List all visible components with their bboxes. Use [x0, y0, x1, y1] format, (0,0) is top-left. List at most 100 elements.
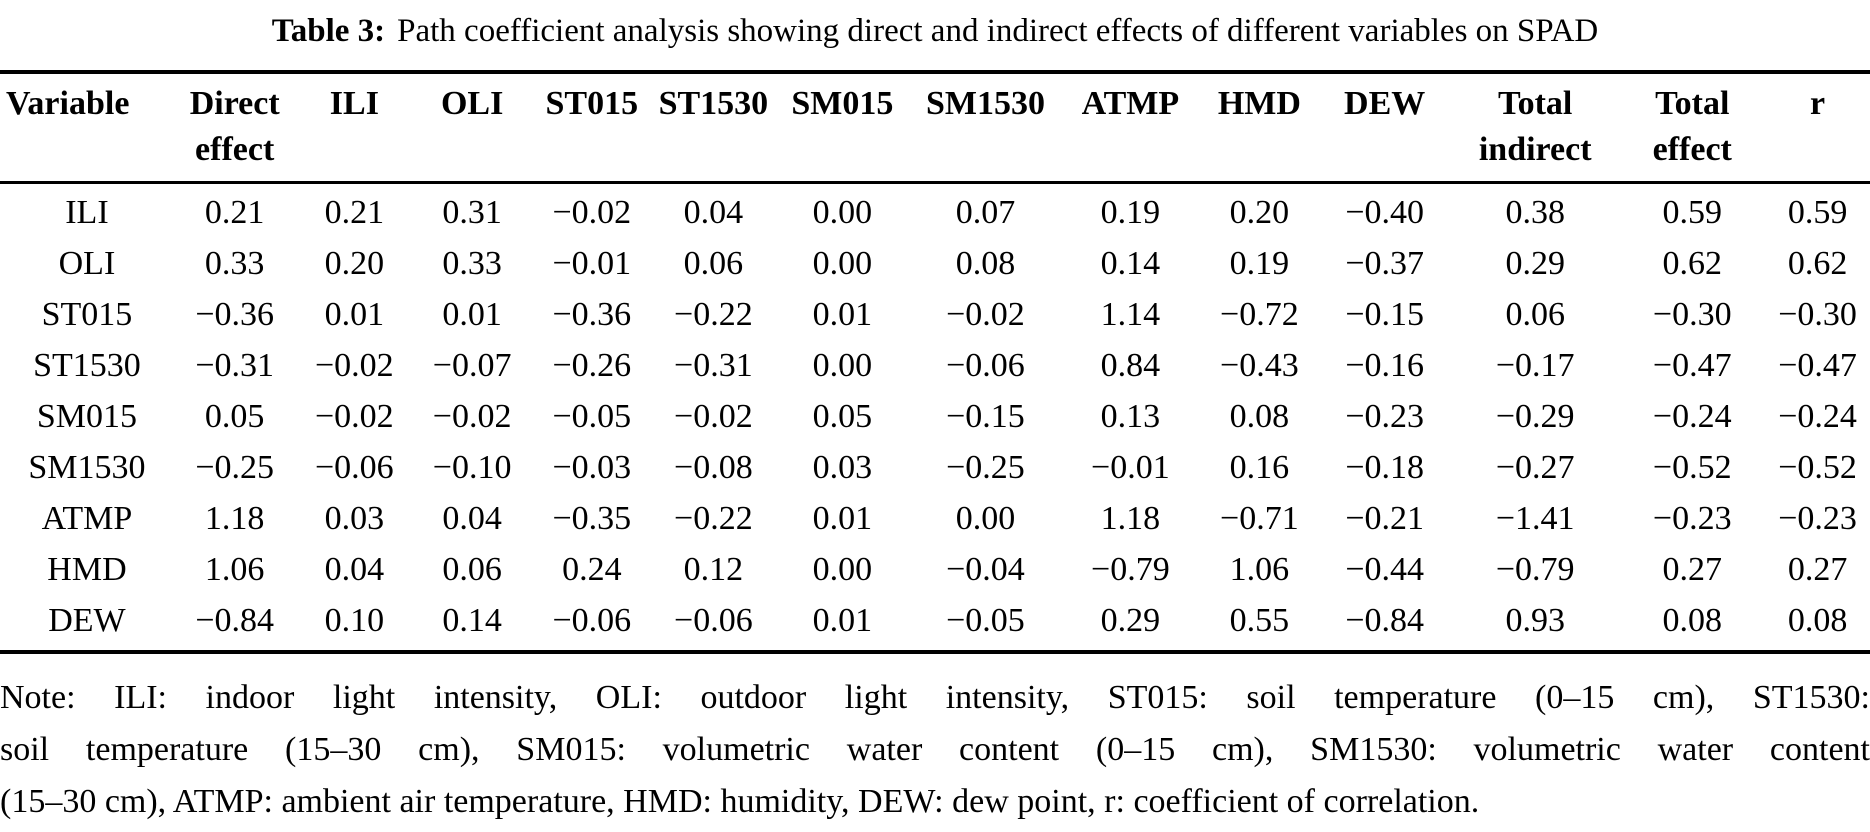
table-caption-label: Table 3:: [271, 13, 386, 49]
cell-total-indirect: −0.29: [1495, 398, 1575, 435]
col-header-sm015: SM015: [774, 72, 911, 184]
cell-dew: −0.40: [1345, 194, 1424, 231]
cell-r: −0.24: [1778, 398, 1857, 435]
cell-st015: −0.05: [552, 398, 632, 435]
col-header-oli: OLI: [413, 72, 532, 184]
cell-total-effect: −0.30: [1652, 296, 1732, 333]
cell-direct-effect: −0.25: [195, 449, 275, 486]
cell-sm1530: −0.25: [946, 449, 1025, 486]
table-row: ATMP 1.18 0.03 0.04 −0.35 −0.22 0.01 0.00 1.18 −0…: [0, 493, 1870, 544]
cell-total-indirect: 0.06: [1505, 296, 1565, 333]
cell-total-effect: 0.59: [1662, 194, 1723, 231]
col-header-ili: ILI: [295, 72, 414, 184]
col-header-total-indirect: Total indirect: [1451, 72, 1620, 184]
cell-ili: −0.02: [315, 347, 394, 384]
cell-sm015: 0.05: [812, 398, 873, 435]
row-label: ST015: [41, 296, 133, 333]
cell-atmp: 1.14: [1100, 296, 1161, 333]
col-header-sm1530: SM1530: [910, 72, 1061, 184]
cell-total-indirect: −0.79: [1495, 551, 1575, 588]
cell-hmd: 0.20: [1229, 194, 1290, 231]
cell-dew: −0.18: [1345, 449, 1424, 486]
cell-ili: 0.21: [324, 194, 385, 231]
note-line-1: Note: ILI: indoor light intensity, OLI: …: [0, 679, 1870, 716]
row-label: ILI: [65, 194, 109, 231]
note-line-2: soil temperature (15–30 cm), SM015: volu…: [0, 731, 1870, 768]
cell-hmd: 0.55: [1229, 602, 1290, 639]
cell-st015: −0.02: [552, 194, 632, 231]
cell-hmd: 0.19: [1229, 245, 1290, 282]
col-header-direct-effect: Direct effect: [173, 72, 296, 184]
cell-st015: −0.06: [552, 602, 632, 639]
cell-direct-effect: 1.18: [204, 500, 265, 537]
table-note: Note: ILI: indoor light intensity, OLI: …: [0, 672, 1870, 828]
table-row: ST015 −0.36 0.01 0.01 −0.36 −0.22 0.01 −0.02 1.1…: [0, 289, 1870, 340]
cell-oli: −0.07: [432, 347, 512, 384]
cell-total-effect: −0.47: [1652, 347, 1732, 384]
cell-r: −0.47: [1778, 347, 1857, 384]
cell-total-indirect: 0.38: [1505, 194, 1565, 231]
cell-total-indirect: −0.17: [1495, 347, 1575, 384]
cell-dew: −0.15: [1345, 296, 1424, 333]
table-caption-text: Path coefficient analysis showing direct…: [397, 13, 1599, 49]
cell-st015: −0.26: [552, 347, 632, 384]
cell-dew: −0.37: [1345, 245, 1424, 282]
cell-r: −0.30: [1778, 296, 1857, 333]
cell-total-effect: −0.24: [1652, 398, 1732, 435]
cell-st1530: −0.31: [674, 347, 753, 384]
cell-dew: −0.23: [1345, 398, 1424, 435]
cell-oli: 0.04: [442, 500, 502, 537]
cell-sm015: 0.00: [812, 194, 873, 231]
cell-sm015: 0.03: [812, 449, 873, 486]
cell-r: 0.27: [1787, 551, 1848, 588]
col-header-st015: ST015: [531, 72, 653, 184]
row-label: DEW: [48, 602, 126, 639]
cell-st1530: −0.08: [674, 449, 753, 486]
cell-hmd: −0.72: [1220, 296, 1299, 333]
cell-direct-effect: 1.06: [204, 551, 265, 588]
cell-hmd: 0.16: [1229, 449, 1290, 486]
cell-atmp: 0.84: [1100, 347, 1161, 384]
cell-sm1530: −0.15: [946, 398, 1025, 435]
cell-direct-effect: −0.31: [195, 347, 275, 384]
cell-total-indirect: 0.93: [1505, 602, 1565, 639]
cell-st015: −0.01: [552, 245, 632, 282]
cell-st1530: −0.22: [674, 296, 753, 333]
cell-atmp: 0.14: [1100, 245, 1161, 282]
row-label: ST1530: [33, 347, 141, 384]
cell-oli: 0.06: [442, 551, 502, 588]
cell-st1530: 0.06: [683, 245, 744, 282]
cell-direct-effect: −0.84: [195, 602, 275, 639]
cell-st015: −0.35: [552, 500, 632, 537]
cell-ili: −0.02: [315, 398, 394, 435]
col-header-st1530: ST1530: [652, 72, 775, 184]
table-header-row: Variable Direct effect ILI OLI ST015 ST1530 SM…: [0, 72, 1870, 184]
cell-hmd: −0.43: [1220, 347, 1299, 384]
cell-sm015: 0.01: [812, 602, 873, 639]
table-row: HMD 1.06 0.04 0.06 0.24 0.12 0.00 −0.04 −0.79 1.0…: [0, 544, 1870, 595]
cell-st1530: 0.04: [683, 194, 744, 231]
cell-st015: 0.24: [562, 551, 622, 588]
cell-atmp: 0.29: [1100, 602, 1161, 639]
cell-sm1530: −0.04: [946, 551, 1025, 588]
cell-sm1530: −0.02: [946, 296, 1025, 333]
cell-oli: −0.10: [432, 449, 512, 486]
cell-sm015: 0.00: [812, 551, 873, 588]
cell-st015: −0.03: [552, 449, 632, 486]
cell-ili: 0.10: [324, 602, 385, 639]
cell-ili: 0.03: [324, 500, 385, 537]
cell-r: 0.59: [1787, 194, 1848, 231]
cell-dew: −0.44: [1345, 551, 1424, 588]
cell-st1530: −0.06: [674, 602, 753, 639]
col-header-variable: Variable: [0, 72, 174, 184]
row-label: OLI: [58, 245, 116, 282]
cell-sm015: 0.00: [812, 347, 873, 384]
cell-oli: 0.31: [442, 194, 502, 231]
col-header-hmd: HMD: [1200, 72, 1319, 184]
table-row: ILI 0.21 0.21 0.31 −0.02 0.04 0.00 0.07 0.19 0.20…: [0, 183, 1870, 239]
cell-total-effect: 0.62: [1662, 245, 1723, 282]
cell-r: 0.62: [1787, 245, 1848, 282]
cell-r: 0.08: [1787, 602, 1848, 639]
cell-hmd: 1.06: [1229, 551, 1290, 588]
cell-dew: −0.16: [1345, 347, 1424, 384]
